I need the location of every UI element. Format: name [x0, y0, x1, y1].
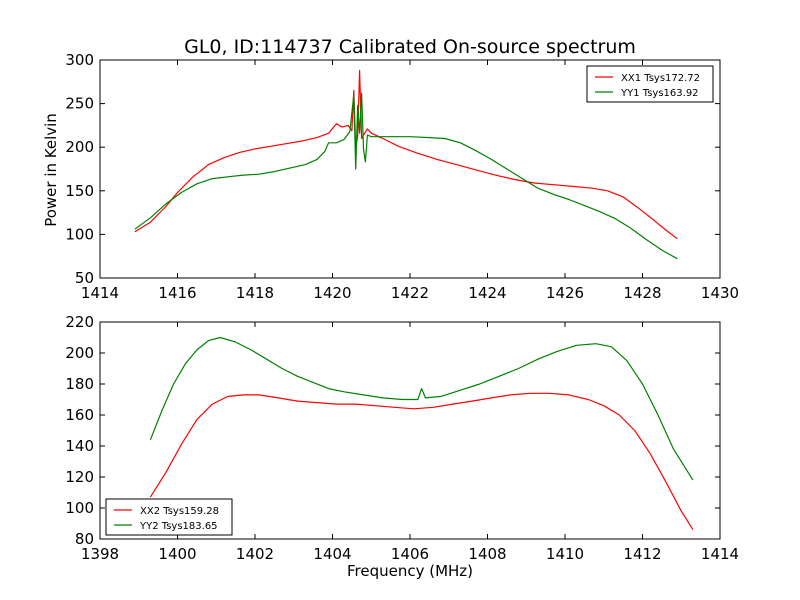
- x-tick-label: 1402: [236, 545, 274, 563]
- chart-title: GL0, ID:114737 Calibrated On-source spec…: [184, 36, 636, 58]
- x-tick-label: 1420: [313, 284, 351, 302]
- x-tick-label: 1422: [391, 284, 429, 302]
- x-tick-label: 1408: [468, 545, 506, 563]
- legend-label: XX1 Tsys172.72: [621, 73, 700, 84]
- y-tick-label: 180: [65, 375, 94, 393]
- y-tick-label: 140: [65, 437, 94, 455]
- x-tick-label: 1414: [701, 545, 739, 563]
- series-line-1: [149, 392, 694, 531]
- y-axis-label: Power in Kelvin: [42, 113, 60, 227]
- y-tick-label: 200: [65, 344, 94, 362]
- y-tick-label: 50: [75, 269, 94, 287]
- x-tick-label: 1428: [623, 284, 661, 302]
- x-tick-label: 1426: [546, 284, 584, 302]
- legend-box: [105, 498, 233, 536]
- x-tick-label: 1400: [158, 545, 196, 563]
- x-tick-label: 1412: [623, 545, 661, 563]
- legend-box: [586, 65, 714, 103]
- x-tick-label: 1416: [158, 284, 196, 302]
- x-tick-label: 1404: [313, 545, 351, 563]
- x-tick-label: 1424: [468, 284, 506, 302]
- x-tick-label: 1406: [391, 545, 429, 563]
- legend-label: YY1 Tsys163.92: [620, 88, 699, 99]
- y-tick-label: 250: [65, 95, 94, 113]
- x-tick-label: 1418: [236, 284, 274, 302]
- legend: XX2 Tsys159.28 YY2 Tsys183.65: [105, 498, 233, 536]
- legend-label: YY2 Tsys183.65: [139, 521, 218, 532]
- x-tick-label: 1410: [546, 545, 584, 563]
- y-tick-label: 200: [65, 138, 94, 156]
- x-tick-label: 1430: [701, 284, 739, 302]
- x-axis-label: Frequency (MHz): [347, 562, 473, 580]
- y-tick-label: 120: [65, 468, 94, 486]
- top-spectrum-panel: 1414 1416 1418 1420 1422 1424 1426 1428 1430 50 10…: [65, 51, 739, 302]
- x-tick-label: 1414: [81, 284, 119, 302]
- series-line-2: [149, 336, 694, 481]
- legend-label: XX2 Tsys159.28: [140, 506, 219, 517]
- y-tick-label: 220: [65, 313, 94, 331]
- legend: XX1 Tsys172.72 YY1 Tsys163.92: [586, 65, 714, 103]
- y-tick-label: 100: [65, 225, 94, 243]
- series-line-2: [134, 92, 678, 260]
- y-tick-label: 300: [65, 51, 94, 69]
- y-tick-label: 80: [75, 530, 94, 548]
- x-tick-label: 1398: [81, 545, 119, 563]
- y-tick-label: 100: [65, 499, 94, 517]
- y-tick-label: 150: [65, 182, 94, 200]
- y-tick-label: 160: [65, 406, 94, 424]
- bottom-spectrum-panel: 1398 1400 1402 1404 1406 1408 1410 1412 1414 80 10…: [65, 313, 739, 563]
